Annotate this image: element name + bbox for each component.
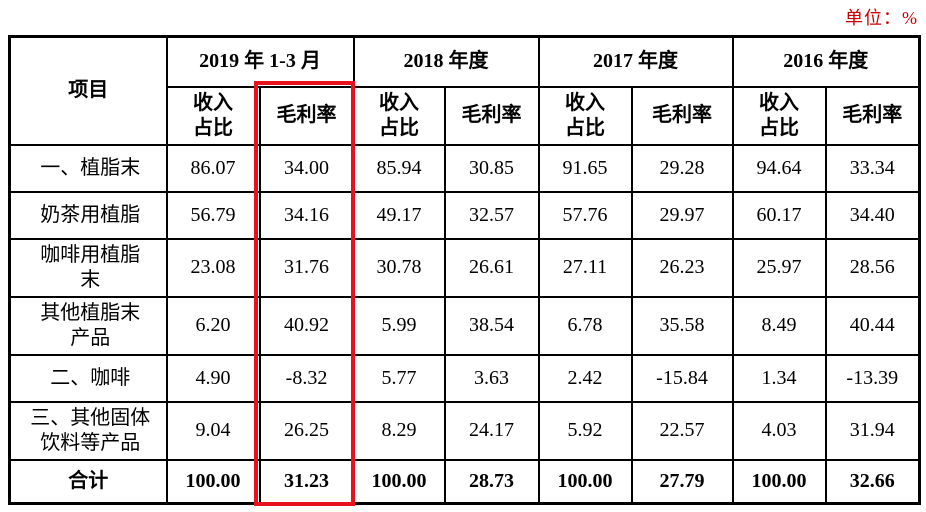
column-header-period-2019q1: 2019 年 1-3 月 xyxy=(165,35,355,88)
cell: 5.99 xyxy=(352,295,446,356)
cell: 38.54 xyxy=(443,295,540,356)
cell: 26.61 xyxy=(443,237,540,298)
cell: 57.76 xyxy=(537,190,633,240)
unit-label: 单位：% xyxy=(845,8,918,28)
column-header-income-share-2018: 收入 占比 xyxy=(352,85,446,146)
cell: 28.56 xyxy=(824,237,921,298)
cell: 25.97 xyxy=(731,237,827,298)
total-label: 合计 xyxy=(8,458,168,505)
column-header-gross-margin-2018: 毛利率 xyxy=(443,85,540,146)
cell: 86.07 xyxy=(165,143,261,193)
cell: 100.00 xyxy=(537,458,633,505)
cell: 56.79 xyxy=(165,190,261,240)
row-label: 三、其他固体 饮料等产品 xyxy=(8,400,168,461)
cell: 100.00 xyxy=(731,458,827,505)
column-header-item: 项目 xyxy=(8,35,168,146)
cell: 34.16 xyxy=(258,190,355,240)
table-row-coffee: 二、咖啡 4.90 -8.32 5.77 3.63 2.42 -15.84 1.… xyxy=(8,353,921,403)
cell: 35.58 xyxy=(630,295,734,356)
cell: 40.92 xyxy=(258,295,355,356)
cell: 2.42 xyxy=(537,353,633,403)
cell: 100.00 xyxy=(165,458,261,505)
cell: 6.20 xyxy=(165,295,261,356)
cell: 23.08 xyxy=(165,237,261,298)
column-header-period-2017: 2017 年度 xyxy=(537,35,734,88)
cell: -13.39 xyxy=(824,353,921,403)
cell: 49.17 xyxy=(352,190,446,240)
cell: 30.85 xyxy=(443,143,540,193)
row-label: 其他植脂末 产品 xyxy=(8,295,168,356)
cell: 32.57 xyxy=(443,190,540,240)
cell: 24.17 xyxy=(443,400,540,461)
cell: 27.11 xyxy=(537,237,633,298)
row-label: 一、植脂末 xyxy=(8,143,168,193)
column-header-income-share-2017: 收入 占比 xyxy=(537,85,633,146)
cell: 8.29 xyxy=(352,400,446,461)
table-row-coffee-creamer: 咖啡用植脂 末 23.08 31.76 30.78 26.61 27.11 26… xyxy=(8,237,921,298)
table-row-other-solid-beverages: 三、其他固体 饮料等产品 9.04 26.25 8.29 24.17 5.92 … xyxy=(8,400,921,461)
cell: 94.64 xyxy=(731,143,827,193)
header-row-subcolumns: 收入 占比 毛利率 收入 占比 毛利率 收入 占比 毛利率 收入 占比 毛利率 xyxy=(10,85,921,146)
cell: 4.90 xyxy=(165,353,261,403)
cell: 34.40 xyxy=(824,190,921,240)
column-header-income-share-2019q1: 收入 占比 xyxy=(165,85,261,146)
table-row-total: 合计 100.00 31.23 100.00 28.73 100.00 27.7… xyxy=(8,458,921,505)
column-header-period-2018: 2018 年度 xyxy=(352,35,540,88)
cell: 3.63 xyxy=(443,353,540,403)
cell: 30.78 xyxy=(352,237,446,298)
cell: 29.28 xyxy=(630,143,734,193)
column-header-gross-margin-2019q1: 毛利率 xyxy=(258,85,355,146)
table-row-creamer: 一、植脂末 86.07 34.00 85.94 30.85 91.65 29.2… xyxy=(8,143,921,193)
cell: 40.44 xyxy=(824,295,921,356)
column-header-gross-margin-2017: 毛利率 xyxy=(630,85,734,146)
cell: -8.32 xyxy=(258,353,355,403)
cell: 5.77 xyxy=(352,353,446,403)
cell: 5.92 xyxy=(537,400,633,461)
cell: 26.25 xyxy=(258,400,355,461)
cell: 26.23 xyxy=(630,237,734,298)
cell: 34.00 xyxy=(258,143,355,193)
row-label: 奶茶用植脂 xyxy=(8,190,168,240)
cell: 28.73 xyxy=(443,458,540,505)
cell: 22.57 xyxy=(630,400,734,461)
header-row-periods: 项目 2019 年 1-3 月 2018 年度 2017 年度 2016 年度 xyxy=(8,35,921,146)
cell: 4.03 xyxy=(731,400,827,461)
cell: 32.66 xyxy=(824,458,921,505)
cell: 91.65 xyxy=(537,143,633,193)
cell: 33.34 xyxy=(824,143,921,193)
cell: 1.34 xyxy=(731,353,827,403)
cell: 31.94 xyxy=(824,400,921,461)
cell: 100.00 xyxy=(352,458,446,505)
cell: 27.79 xyxy=(630,458,734,505)
column-header-period-2016: 2016 年度 xyxy=(731,35,921,88)
cell: 6.78 xyxy=(537,295,633,356)
cell: -15.84 xyxy=(630,353,734,403)
row-label: 咖啡用植脂 末 xyxy=(8,237,168,298)
cell: 29.97 xyxy=(630,190,734,240)
row-label: 二、咖啡 xyxy=(8,353,168,403)
column-header-income-share-2016: 收入 占比 xyxy=(731,85,827,146)
cell: 8.49 xyxy=(731,295,827,356)
gross-margin-table: 项目 2019 年 1-3 月 2018 年度 2017 年度 2016 年度 … xyxy=(8,35,922,505)
cell: 31.23 xyxy=(258,458,355,505)
table-row-other-creamer-products: 其他植脂末 产品 6.20 40.92 5.99 38.54 6.78 35.5… xyxy=(8,295,921,356)
cell: 60.17 xyxy=(731,190,827,240)
cell: 85.94 xyxy=(352,143,446,193)
column-header-gross-margin-2016: 毛利率 xyxy=(824,85,921,146)
cell: 31.76 xyxy=(258,237,355,298)
table-row-milk-tea-creamer: 奶茶用植脂 56.79 34.16 49.17 32.57 57.76 29.9… xyxy=(8,190,921,240)
cell: 9.04 xyxy=(165,400,261,461)
